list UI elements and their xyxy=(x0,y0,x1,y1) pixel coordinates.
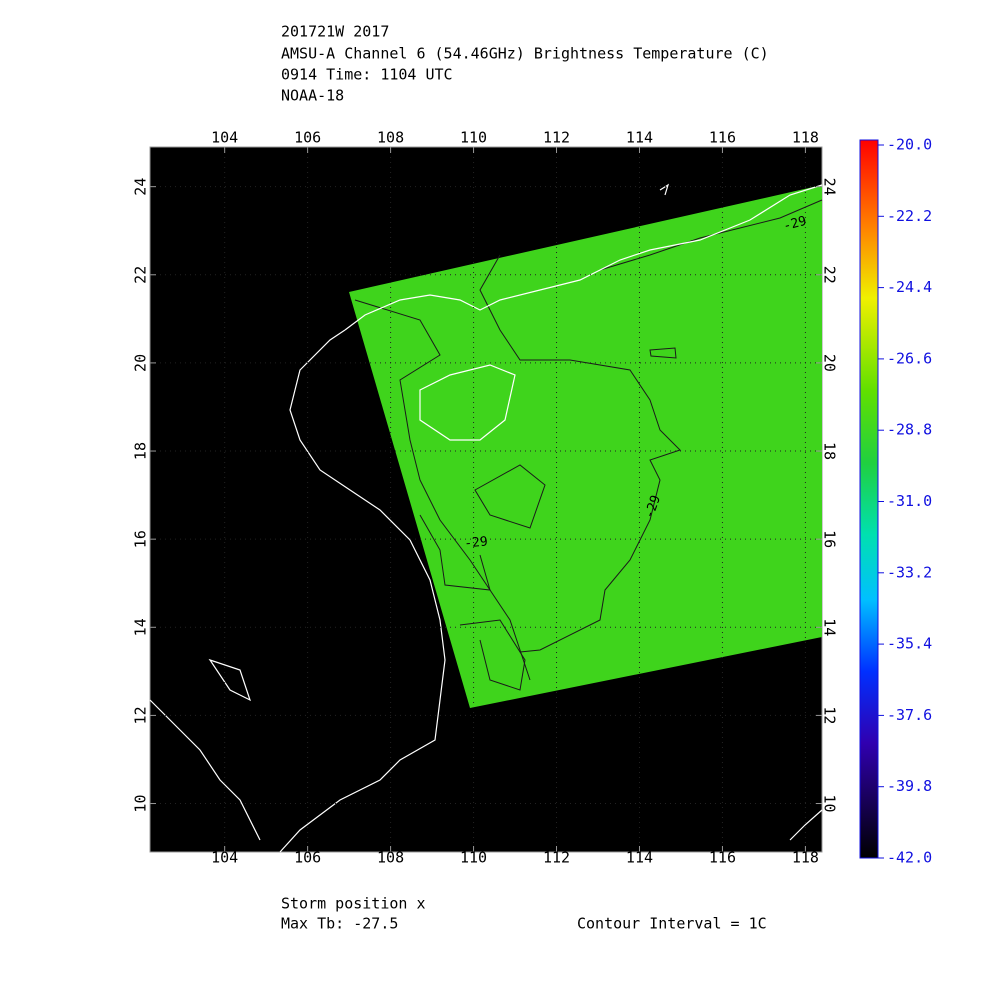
colorbar-label: -39.8 xyxy=(887,777,932,795)
coastline xyxy=(344,184,823,331)
contour-line xyxy=(599,199,823,271)
storm-position: Storm position x xyxy=(281,895,426,913)
lon-label: 104 xyxy=(211,129,238,147)
contour-line xyxy=(479,254,681,653)
coastline xyxy=(659,183,670,196)
lon-label: 108 xyxy=(377,129,404,147)
header-line: NOAA-18 xyxy=(281,87,344,105)
max-tb: Max Tb: -27.5 xyxy=(281,915,398,933)
satellite-swath xyxy=(349,185,822,708)
lon-label: 108 xyxy=(377,849,404,867)
colorbar-label: -37.6 xyxy=(887,706,932,724)
lat-label: 18 xyxy=(821,442,839,460)
contour-label: -29 xyxy=(464,535,489,552)
contour-label: -29 xyxy=(782,214,809,235)
lon-label: 106 xyxy=(294,129,321,147)
header-line: AMSU-A Channel 6 (54.46GHz) Brightness T… xyxy=(281,45,769,63)
colorbar-label: -26.6 xyxy=(887,349,932,367)
lon-label: 106 xyxy=(294,849,321,867)
colorbar: -20.0 -22.2 -24.4 -26.6 -28.8 -31.0 -33.2 -35.4… xyxy=(859,136,932,867)
contours xyxy=(354,199,823,691)
lon-label: 116 xyxy=(709,849,736,867)
lon-label: 116 xyxy=(709,129,736,147)
axes: 104 104 106 106 108 108 110 110 112 112 114 114 116 1… xyxy=(132,129,839,867)
lon-label: 112 xyxy=(543,129,570,147)
lon-label: 118 xyxy=(792,849,819,867)
lat-label: 20 xyxy=(821,354,839,372)
header-line: 0914 Time: 1104 UTC xyxy=(281,66,453,84)
contour-interval: Contour Interval = 1C xyxy=(577,915,767,933)
header: 201721W 2017 AMSU-A Channel 6 (54.46GHz)… xyxy=(281,23,769,105)
lon-label: 104 xyxy=(211,849,238,867)
contour-line xyxy=(459,619,526,691)
header-line: 201721W 2017 xyxy=(281,23,389,41)
lat-label: 16 xyxy=(821,530,839,548)
contour-line xyxy=(474,464,546,529)
lat-label: 10 xyxy=(132,795,150,813)
footer: Storm position x Max Tb: -27.5 Contour I… xyxy=(281,895,767,933)
lat-label: 18 xyxy=(132,442,150,460)
lat-label: 22 xyxy=(821,266,839,284)
colorbar-label: -33.2 xyxy=(887,563,932,581)
lat-label: 24 xyxy=(821,178,839,196)
colorbar-label: -20.0 xyxy=(887,136,932,154)
lat-label: 14 xyxy=(821,618,839,636)
lat-label: 14 xyxy=(132,618,150,636)
lon-label: 114 xyxy=(626,849,653,867)
lat-label: 16 xyxy=(132,530,150,548)
colorbar-label: -35.4 xyxy=(887,635,932,653)
colorbar-scale xyxy=(859,139,879,859)
colorbar-label: -31.0 xyxy=(887,492,932,510)
lat-label: 12 xyxy=(821,706,839,724)
lat-label: 24 xyxy=(132,178,150,196)
contour-labels: -29-29-29 xyxy=(464,214,809,552)
colorbar-label: -24.4 xyxy=(887,278,932,296)
lat-label: 10 xyxy=(821,795,839,813)
contour-line xyxy=(649,347,677,359)
lon-label: 110 xyxy=(460,849,487,867)
coastline xyxy=(419,364,516,441)
colorbar-label: -22.2 xyxy=(887,207,932,225)
coastline xyxy=(789,809,823,841)
coastlines xyxy=(149,183,823,853)
lon-label: 114 xyxy=(626,129,653,147)
contour-line xyxy=(419,514,491,591)
coastline xyxy=(208,658,252,702)
colorbar-label: -42.0 xyxy=(887,849,932,867)
lon-label: 118 xyxy=(792,129,819,147)
lon-label: 112 xyxy=(543,849,570,867)
colorbar-label: -28.8 xyxy=(887,421,932,439)
lat-label: 22 xyxy=(132,266,150,284)
lat-label: 20 xyxy=(132,354,150,372)
coastline xyxy=(149,699,261,841)
lat-label: 12 xyxy=(132,706,150,724)
coastline xyxy=(279,329,446,853)
lon-label: 110 xyxy=(460,129,487,147)
